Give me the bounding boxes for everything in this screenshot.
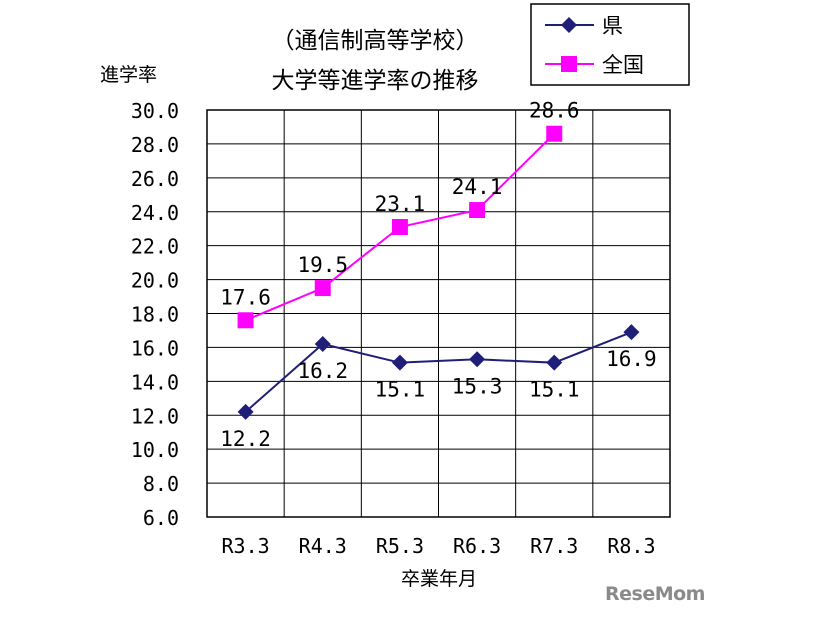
y-tick-label: 20.0 — [131, 269, 179, 293]
data-label: 16.9 — [606, 347, 657, 371]
data-label: 15.1 — [375, 378, 426, 402]
data-point — [623, 324, 640, 341]
y-tick-label: 22.0 — [131, 235, 179, 259]
data-point — [237, 312, 254, 329]
data-label: 15.1 — [529, 378, 580, 402]
data-label: 15.3 — [452, 374, 503, 398]
legend-marker-national — [561, 56, 577, 72]
legend: 県 全国 — [530, 3, 690, 86]
series-national: 17.6 19.5 23.1 24.1 28.6 — [220, 99, 580, 329]
data-label: 16.2 — [297, 359, 348, 383]
data-point — [391, 219, 408, 236]
chart-title-line1: （通信制高等学校） — [272, 28, 479, 54]
y-tick-label: 18.0 — [131, 303, 179, 327]
y-tick-labels: 30.0 28.0 26.0 24.0 22.0 20.0 18.0 16.0 14.0 12.0… — [131, 99, 179, 530]
x-tick-label: R5.3 — [376, 534, 424, 558]
x-tick-label: R7.3 — [530, 534, 578, 558]
series-group: 12.2 16.2 15.1 15.3 15.1 16.9 17.6 19.5 23.1 24.1… — [220, 99, 656, 451]
gridlines — [207, 109, 670, 518]
legend-marker-pref — [561, 17, 577, 33]
data-point — [314, 280, 331, 297]
data-label: 24.1 — [452, 175, 503, 199]
series-line — [244, 331, 632, 413]
x-tick-label: R4.3 — [299, 534, 347, 558]
legend-label-national: 全国 — [602, 53, 644, 77]
chart-title-line2: 大学等進学率の推移 — [272, 68, 479, 94]
x-tick-labels: R3.3 R4.3 R5.3 R6.3 R7.3 R8.3 — [221, 534, 655, 558]
data-label: 23.1 — [375, 192, 426, 216]
legend-box — [530, 3, 690, 86]
data-point — [469, 202, 486, 219]
y-tick-label: 30.0 — [131, 99, 179, 123]
y-tick-label: 14.0 — [131, 370, 179, 394]
y-tick-label: 24.0 — [131, 201, 179, 225]
y-axis-label: 進学率 — [100, 64, 157, 86]
y-tick-label: 16.0 — [131, 336, 179, 360]
plot-area-frame — [206, 109, 671, 518]
series-pref: 12.2 16.2 15.1 15.3 15.1 16.9 — [220, 324, 657, 451]
y-tick-label: 10.0 — [131, 438, 179, 462]
x-tick-label: R3.3 — [221, 534, 269, 558]
legend-label-pref: 県 — [602, 14, 623, 38]
data-label: 19.5 — [297, 253, 348, 277]
data-point — [469, 351, 486, 368]
data-label: 12.2 — [220, 427, 271, 451]
resemom-logo: ReseMom — [605, 583, 705, 605]
data-point — [237, 403, 254, 420]
y-tick-label: 6.0 — [143, 506, 179, 530]
data-point — [314, 336, 331, 353]
y-tick-label: 28.0 — [131, 133, 179, 157]
y-tick-label: 26.0 — [131, 167, 179, 191]
x-tick-label: R8.3 — [607, 534, 655, 558]
y-tick-label: 8.0 — [143, 472, 179, 496]
y-tick-label: 12.0 — [131, 404, 179, 428]
data-point — [391, 354, 408, 371]
data-point — [546, 125, 563, 142]
data-point — [546, 354, 563, 371]
data-label: 28.6 — [529, 99, 580, 123]
x-tick-label: R6.3 — [453, 534, 501, 558]
data-label: 17.6 — [220, 285, 271, 309]
x-axis-label: 卒業年月 — [401, 568, 477, 590]
